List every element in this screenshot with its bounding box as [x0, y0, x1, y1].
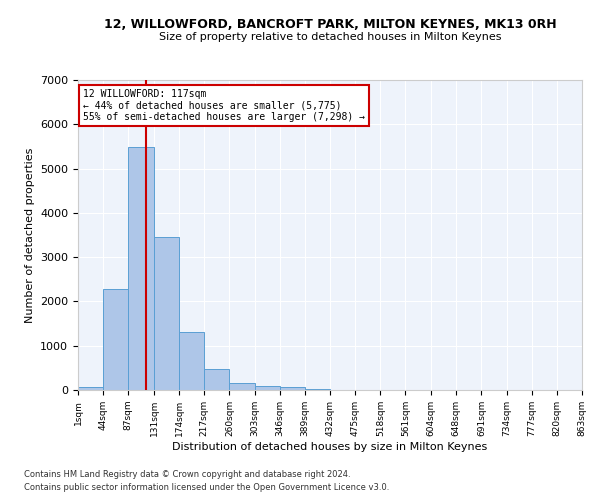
Bar	[305, 389, 330, 390]
Text: 12, WILLOWFORD, BANCROFT PARK, MILTON KEYNES, MK13 0RH: 12, WILLOWFORD, BANCROFT PARK, MILTON KE…	[104, 18, 556, 30]
Text: Contains public sector information licensed under the Open Government Licence v3: Contains public sector information licen…	[24, 482, 389, 492]
X-axis label: Distribution of detached houses by size in Milton Keynes: Distribution of detached houses by size …	[172, 442, 488, 452]
Bar	[254, 386, 280, 390]
Text: Contains HM Land Registry data © Crown copyright and database right 2024.: Contains HM Land Registry data © Crown c…	[24, 470, 350, 479]
Bar	[103, 289, 128, 390]
Bar	[78, 386, 103, 390]
Text: 12 WILLOWFORD: 117sqm
← 44% of detached houses are smaller (5,775)
55% of semi-d: 12 WILLOWFORD: 117sqm ← 44% of detached …	[83, 90, 365, 122]
Text: Size of property relative to detached houses in Milton Keynes: Size of property relative to detached ho…	[159, 32, 501, 42]
Y-axis label: Number of detached properties: Number of detached properties	[25, 148, 35, 322]
Bar	[179, 332, 204, 390]
Bar	[128, 147, 154, 390]
Bar	[280, 388, 305, 390]
Bar	[204, 369, 229, 390]
Bar	[229, 383, 254, 390]
Bar	[154, 237, 179, 390]
